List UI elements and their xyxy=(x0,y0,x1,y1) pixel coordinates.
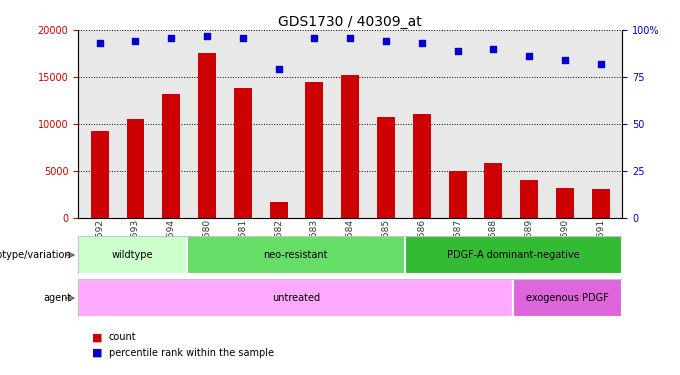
Point xyxy=(273,66,284,72)
Bar xyxy=(305,82,324,218)
Text: ■: ■ xyxy=(92,348,102,357)
Text: exogenous PDGF: exogenous PDGF xyxy=(526,293,609,303)
Bar xyxy=(187,236,405,274)
Bar xyxy=(270,202,288,217)
Bar xyxy=(405,236,622,274)
Bar xyxy=(90,131,109,218)
Point xyxy=(381,38,392,44)
Bar xyxy=(126,119,144,218)
Bar xyxy=(449,171,466,217)
Bar xyxy=(78,279,513,317)
Bar xyxy=(78,236,187,274)
Bar xyxy=(234,88,252,218)
Point xyxy=(237,34,248,40)
Bar xyxy=(513,279,622,317)
Text: genotype/variation: genotype/variation xyxy=(0,250,71,260)
Bar xyxy=(520,180,538,218)
Text: percentile rank within the sample: percentile rank within the sample xyxy=(109,348,274,357)
Text: ■: ■ xyxy=(92,333,102,342)
Bar xyxy=(163,94,180,218)
Point xyxy=(309,34,320,40)
Point xyxy=(130,38,141,44)
Bar xyxy=(377,117,395,218)
Text: count: count xyxy=(109,333,137,342)
Text: untreated: untreated xyxy=(272,293,320,303)
Point xyxy=(595,61,606,67)
Point xyxy=(524,53,534,59)
Bar xyxy=(413,114,430,218)
Title: GDS1730 / 40309_at: GDS1730 / 40309_at xyxy=(278,15,422,29)
Point xyxy=(416,40,427,46)
Text: PDGF-A dominant-negative: PDGF-A dominant-negative xyxy=(447,250,580,260)
Bar xyxy=(484,163,503,218)
Point xyxy=(345,34,356,40)
Point xyxy=(488,46,499,52)
Bar xyxy=(556,188,574,218)
Bar xyxy=(198,53,216,217)
Point xyxy=(201,33,212,39)
Point xyxy=(166,34,177,40)
Point xyxy=(452,48,463,54)
Point xyxy=(95,40,105,46)
Text: neo-resistant: neo-resistant xyxy=(264,250,328,260)
Text: agent: agent xyxy=(43,293,71,303)
Bar xyxy=(341,75,359,217)
Point xyxy=(560,57,571,63)
Bar xyxy=(592,189,610,217)
Text: wildtype: wildtype xyxy=(112,250,154,260)
